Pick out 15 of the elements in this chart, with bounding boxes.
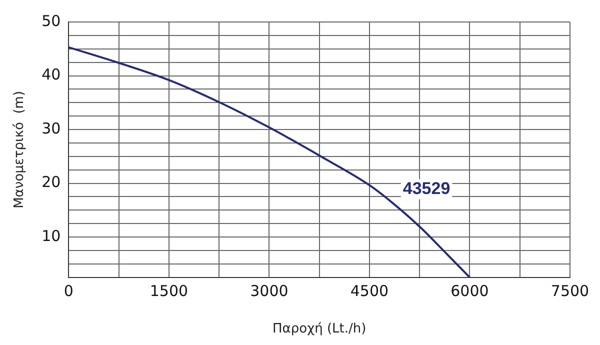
- x-tick-label: 3000: [250, 282, 288, 300]
- y-tick-label: 50: [42, 12, 61, 30]
- series-label: 43529: [402, 178, 450, 198]
- y-tick-label: 40: [42, 66, 61, 84]
- x-tick-label: 4500: [350, 282, 389, 300]
- x-axis-title: Παροχή (Lt./h): [272, 322, 366, 337]
- x-tick-label: 0: [64, 282, 74, 300]
- x-tick-label: 1500: [150, 282, 188, 300]
- y-axis-title: Μανομετρικό (m): [12, 90, 28, 208]
- x-tick-label: 7500: [550, 282, 590, 300]
- x-tick-label: 6000: [450, 282, 489, 300]
- y-tick-label: 20: [42, 173, 61, 192]
- line-series: [68, 46, 471, 278]
- y-tick-label: 30: [42, 119, 61, 138]
- y-tick-label: 10: [42, 226, 61, 245]
